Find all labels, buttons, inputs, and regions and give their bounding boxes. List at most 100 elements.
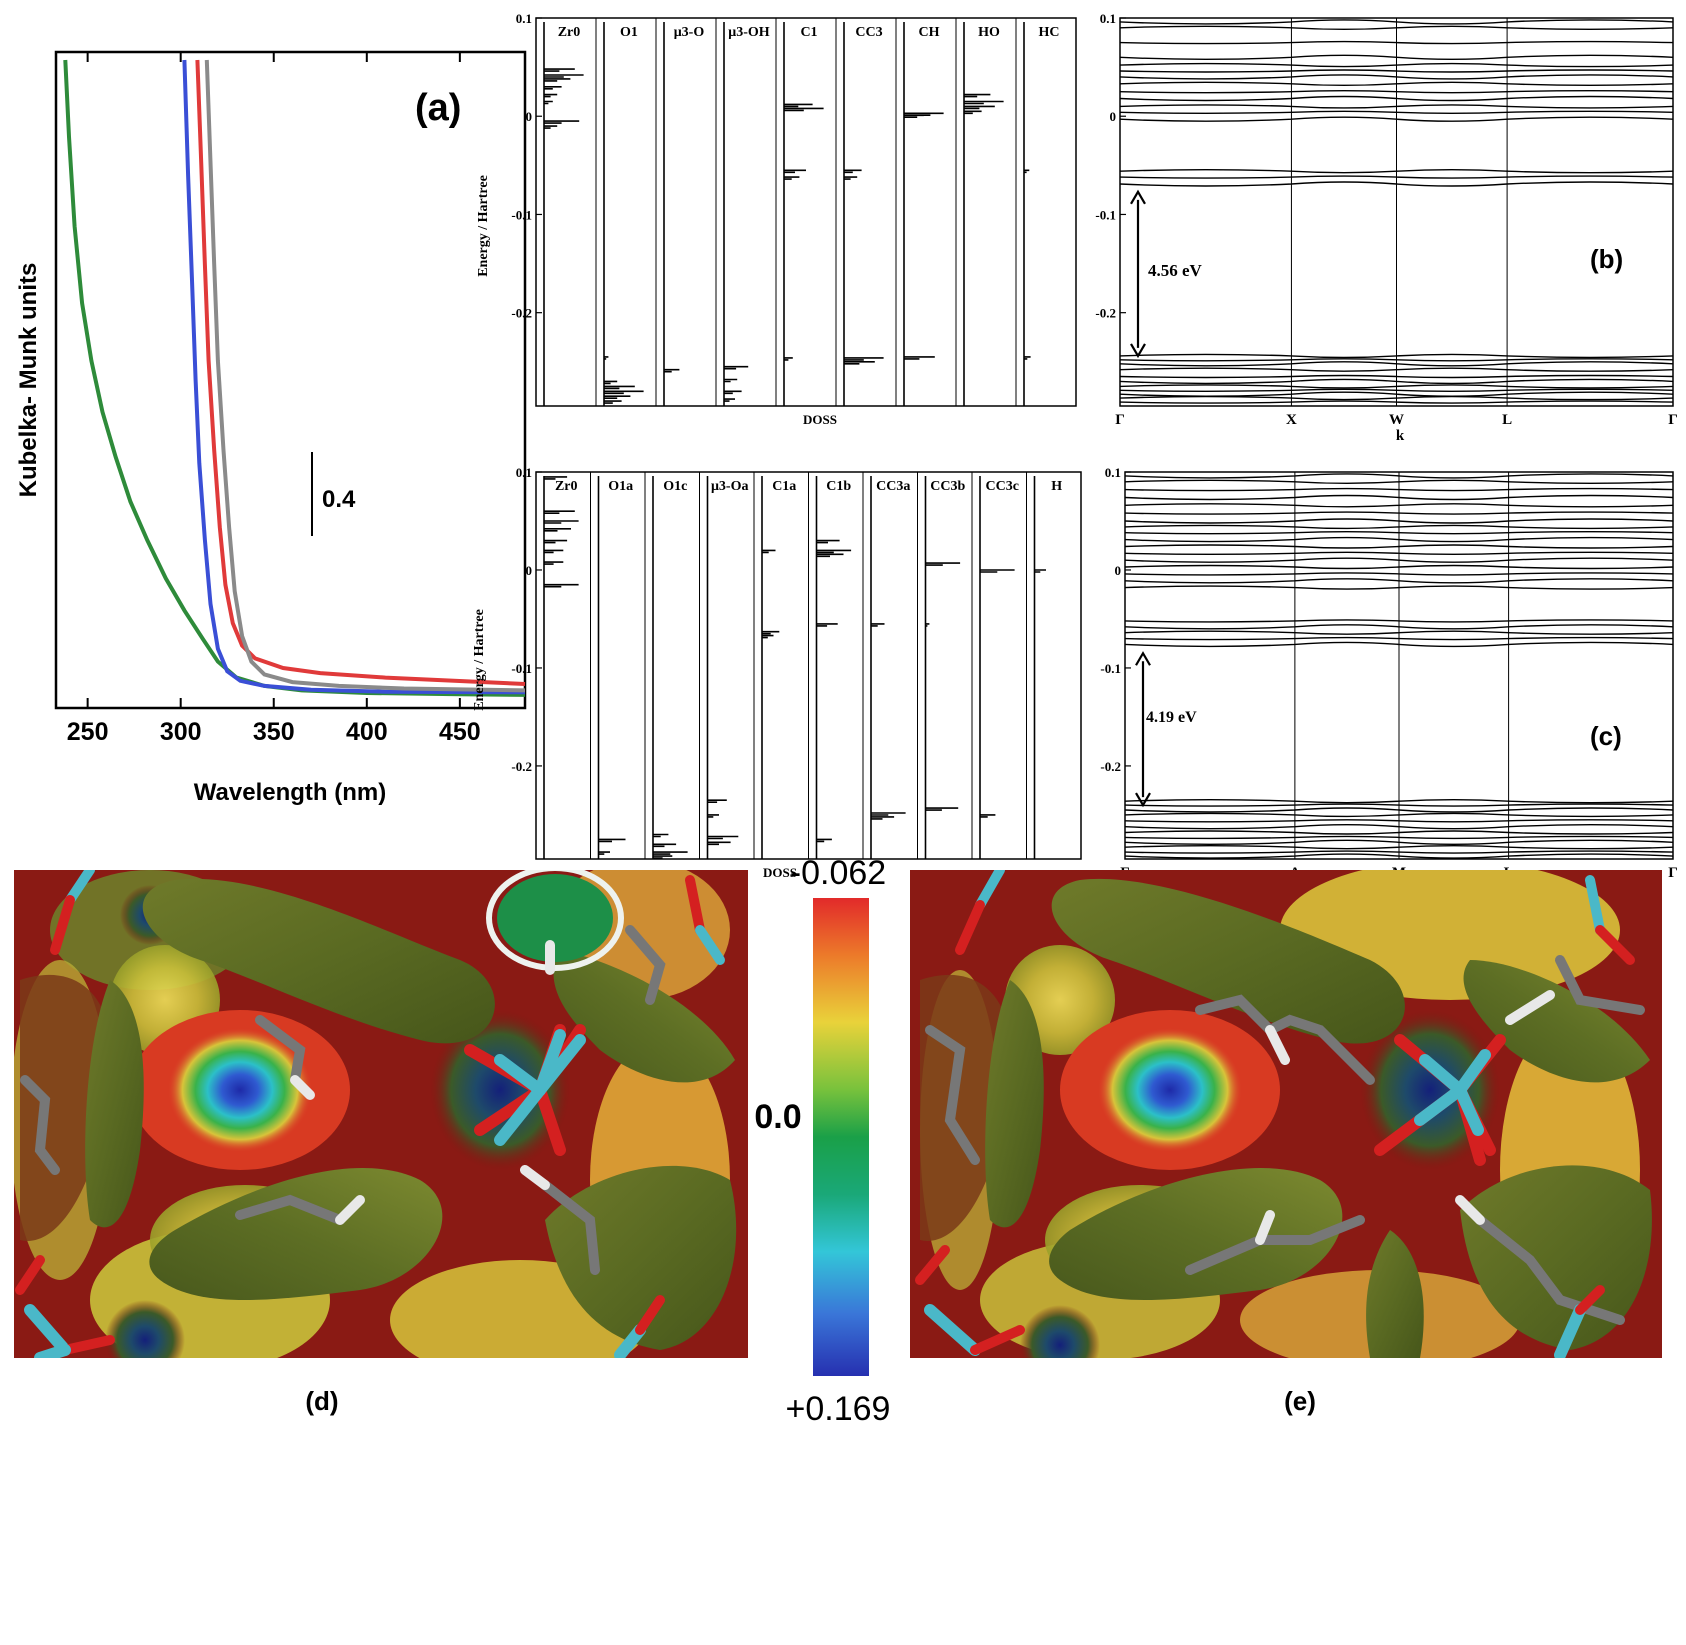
doss-bottom-peaks-6 [871,623,906,820]
band-b-kpoint-label-4: Γ [1668,412,1678,428]
colorbar-mid-label: 0.0 [754,1098,801,1136]
doss-top-column-label-1: O1 [620,25,638,40]
panel-a-frame [54,50,527,710]
band-c-gap-arrow-top [1135,651,1151,666]
doss-top-frame [535,17,1077,407]
doss-bottom-peaks-4 [762,549,780,639]
doss-bottom-y-ticks: 0.1 0 -0.1 -0.2 [511,465,542,774]
panel-a-series-1 [182,59,526,695]
doss-top-y-ticks: 0.1 0 -0.1 -0.2 [511,11,542,321]
panel-e-label: (e) [1284,1386,1316,1416]
colorbar-top-label: -0.062 [790,854,886,892]
doss-top-y-tick-label-2: -0.1 [511,207,532,222]
colorbar-gradient [813,898,869,1376]
panel-a-series-3 [204,59,526,693]
panel-a-x-tick-label-1: 300 [160,718,202,746]
doss-top-peaks-8 [1024,169,1031,360]
panel-c-gap-label: 4.19 eV [1146,709,1197,726]
band-b-gap-arrow-bottom [1130,343,1146,359]
doss-top-peaks-1 [604,356,644,404]
colorbar-bottom-label: +0.169 [786,1390,891,1428]
doss-bottom-peaks-3 [707,799,739,846]
panel-b-gap-label: 4.56 eV [1148,261,1203,280]
doss-bottom-panel: Zr0 O1a O1c μ3-Oa C1a C1b CC3a CC3b CC3c H 0.1 0 -0… [472,465,1082,880]
doss-bottom-column-label-2: O1c [663,479,687,494]
colorbar: -0.062 0.0 +0.169 [754,854,890,1428]
panel-a-x-tick-label-3: 400 [346,718,388,746]
doss-bottom-column-label-7: CC3b [930,479,965,494]
doss-bottom-peaks-1 [598,838,626,855]
doss-bottom-peaks-5 [816,539,852,843]
doss-top-column-label-4: C1 [800,25,817,40]
doss-top-y-tick-label-0: 0.1 [516,11,532,26]
doss-bottom-y-tick-label-1: 0 [526,563,533,578]
panel-e-electrostatic-surface [910,870,1662,1358]
panel-b-band-structure: Γ X W L Γ 0.1 0 -0.1 -0.2 4.56 eV (b) k [1095,11,1677,444]
panel-c-label: (c) [1590,721,1622,751]
doss-top-column-label-3: μ3-OH [728,25,769,40]
doss-top-column-label-2: μ3-O [674,25,705,40]
doss-bottom-column-label-9: H [1051,479,1062,494]
band-b-y-tick-label-2: -0.1 [1095,207,1116,222]
doss-top-y-tick-label-1: 0 [526,109,533,124]
panel-a-y-axis-label: Kubelka- Munk units [15,263,42,498]
panel-a-label: (a) [415,87,461,129]
doss-top-panel: Zr0 O1 μ3-O μ3-OH C1 CC3 CH HO HC 0.1 0 -0.1 -0.2 D… [476,11,1077,427]
doss-bottom-columns: Zr0 O1a O1c μ3-Oa C1a C1b CC3a CC3b CC3c H [543,472,1062,859]
band-b-y-tick-label-1: 0 [1110,109,1117,124]
doss-top-y-axis-label: Energy / Hartree [476,175,491,277]
band-c-y-tick-label-2: -0.1 [1100,661,1121,676]
panel-c-gap-arrow [1135,651,1151,808]
doss-top-y-tick-label-3: -0.2 [511,306,532,321]
panel-a-x-tick-label-0: 250 [67,718,109,746]
doss-top-peaks-7 [964,93,1004,115]
panel-a-x-axis-label: Wavelength (nm) [194,779,386,806]
doss-bottom-y-tick-label-3: -0.2 [511,759,532,774]
doss-top-peaks-4 [784,103,824,361]
doss-bottom-peaks-9 [1034,569,1046,573]
panel-c-y-ticks: 0.1 0 -0.1 -0.2 [1100,465,1131,774]
doss-bottom-column-label-1: O1a [608,479,633,494]
doss-top-x-axis-label: DOSS [803,412,837,427]
band-b-gap-arrow-top [1130,189,1146,205]
band-b-kpoint-label-1: X [1286,412,1297,428]
band-b-y-tick-label-0: 0.1 [1100,11,1116,26]
band-b-kpoint-label-2: W [1389,412,1404,428]
band-c-y-tick-label-3: -0.2 [1100,759,1121,774]
panel-c-band-structure: ΓAMLΓ 0.10-0.1-0.2 4.19 eV (c) k [1100,465,1677,896]
band-b-kpoint-label-3: L [1502,412,1512,428]
panel-b-y-ticks: 0.1 0 -0.1 -0.2 [1095,11,1126,321]
band-c-y-tick-label-0: 0.1 [1105,465,1121,480]
doss-bottom-column-label-4: C1a [772,479,796,494]
doss-bottom-column-label-6: CC3a [876,479,910,494]
panel-b-gap-arrow [1130,189,1146,359]
panel-a-series-group [63,59,526,697]
doss-top-peaks-6 [904,112,944,360]
panel-d-label: (d) [305,1386,338,1416]
doss-bottom-column-label-5: C1b [826,479,851,494]
panel-a-x-tick-label-2: 350 [253,718,295,746]
doss-bottom-y-tick-label-2: -0.1 [511,661,532,676]
band-b-kpoint-label-0: Γ [1115,412,1125,428]
doss-top-peaks-0 [544,68,584,129]
band-c-kpoint-label-4: Γ [1668,865,1678,881]
band-b-y-tick-label-3: -0.2 [1095,306,1116,321]
doss-bottom-y-axis-label: Energy / Hartree [472,609,487,711]
panel-a-x-ticks: 250 300 350 400 450 [67,52,481,746]
panel-a-uv-vis-chart: 250 300 350 400 450 0.4 (a) Wavelength (nm) … [15,50,527,806]
doss-bottom-column-label-0: Zr0 [555,479,578,494]
doss-top-column-label-5: CC3 [855,25,882,40]
doss-top-columns: Zr0 O1 μ3-O μ3-OH C1 CC3 CH HO HC [543,18,1060,406]
doss-top-peaks-3 [724,365,749,402]
doss-bottom-peaks-8 [980,569,1015,818]
band-c-gap-arrow-bottom [1135,792,1151,808]
doss-top-column-label-6: CH [919,25,940,40]
panel-a-scale-bar-label: 0.4 [322,486,356,513]
doss-bottom-column-label-8: CC3c [986,479,1019,494]
panel-b-x-axis-label: k [1396,428,1405,444]
doss-top-column-label-8: HC [1039,25,1060,40]
panel-d-electrostatic-surface [14,870,748,1358]
panel-a-x-tick-label-4: 450 [439,718,481,746]
